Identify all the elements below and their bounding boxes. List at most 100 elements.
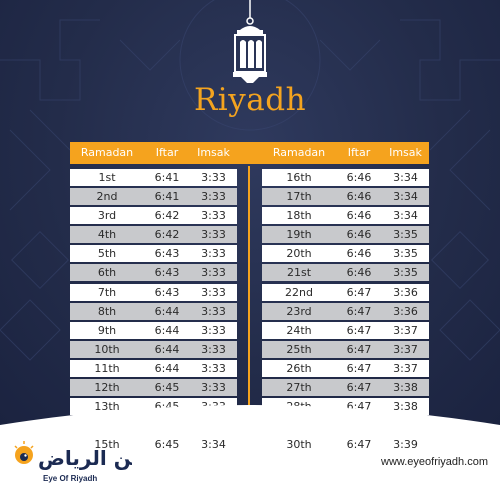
timetable: 1st 6:41 3:33 16th 6:46 3:34 2nd 6:41 3:33 17th 6:… — [70, 168, 429, 454]
left-cell-day: 1st — [98, 171, 116, 184]
right-cell-imsak: 3:35 — [393, 228, 418, 242]
left-cell-imsak: 3:33 — [201, 247, 226, 261]
left-row-cells: 3rd 6:42 3:33 — [70, 207, 237, 225]
right-cell-day: 20th — [286, 247, 312, 261]
right-row-cells: 27th 6:47 3:38 — [262, 379, 429, 397]
left-cell-day: 12th — [94, 381, 120, 395]
left-cell-day: 13th — [94, 400, 120, 414]
left-cell-iftar: 6:42 — [154, 209, 180, 223]
right-cell-iftar: 6:46 — [346, 266, 372, 280]
left-cell-imsak: 3:33 — [201, 361, 226, 375]
table-row: 5th 6:43 3:33 20th 6:46 3:35 — [70, 244, 429, 263]
left-row-cells: 15th 6:45 3:34 — [70, 436, 237, 454]
left-cell-iftar: 6:44 — [154, 323, 180, 337]
left-cell-day: 7th — [97, 285, 117, 299]
right-cell-day: 21st — [286, 266, 312, 280]
left-cell-imsak: 3:33 — [201, 266, 226, 280]
header-ramadan: Ramadan — [80, 146, 134, 159]
header-imsak-2: Imsak — [389, 146, 422, 159]
right-cell-iftar: 6:46 — [346, 247, 372, 261]
city-title: Riyadh — [193, 82, 307, 118]
table-row: 9th 6:44 3:33 24th 6:47 3:37 — [70, 321, 429, 340]
arabic-logo-text: عين الرياض — [38, 446, 132, 470]
left-cell-iftar: 6:44 — [154, 361, 180, 375]
website-link[interactable]: www.eyeofriyadh.com — [381, 456, 488, 468]
left-row-cells: 6th 6:43 3:33 — [70, 264, 237, 282]
left-cell-day: 11th — [94, 361, 120, 375]
header-imsak: Imsak — [197, 146, 230, 159]
right-row-cells: 18th 6:46 3:34 — [262, 207, 429, 225]
right-cell-iftar: 6:47 — [346, 381, 372, 395]
right-cell-iftar: 6:47 — [346, 438, 372, 452]
left-cell-iftar: 6:43 — [154, 247, 180, 261]
left-cell-day: 15th — [94, 438, 120, 452]
table-row: 11th 6:44 3:33 26th 6:47 3:37 — [70, 359, 429, 378]
right-cell-iftar: 6:46 — [346, 209, 372, 223]
left-cell-iftar: 6:44 — [154, 304, 180, 318]
table-row: 3rd 6:42 3:33 18th 6:46 3:34 — [70, 206, 429, 225]
table-row: 6th 6:43 3:33 21st 6:46 3:35 — [70, 263, 429, 282]
table-row: 7th 6:43 3:33 22nd 6:47 3:36 — [70, 283, 429, 302]
right-cell-day: 19th — [286, 228, 312, 242]
right-cell-imsak: 3:38 — [393, 400, 418, 414]
right-cell-iftar: 6:47 — [346, 361, 372, 375]
left-cell-iftar: 6:42 — [154, 228, 180, 242]
lantern-icon — [233, 0, 267, 83]
left-cell-iftar: 6:45 — [154, 438, 180, 452]
right-cell-imsak: 3:37 — [393, 342, 418, 356]
left-cell-imsak: 3:33 — [201, 209, 226, 223]
right-cell-iftar: 6:46 — [346, 190, 372, 204]
right-row-cells: 23rd 6:47 3:36 — [262, 302, 429, 320]
table-row: 4th 6:42 3:33 19th 6:46 3:35 — [70, 225, 429, 244]
right-cell-day: 22nd — [285, 285, 313, 299]
left-cell-day: 4th — [97, 228, 117, 242]
right-cell-iftar: 6:46 — [346, 171, 372, 184]
right-row-cells: 16th 6:46 3:34 — [262, 169, 429, 186]
left-row-cells: 8th 6:44 3:33 — [70, 302, 237, 320]
right-cell-iftar: 6:46 — [346, 228, 372, 242]
left-row-cells: 11th 6:44 3:33 — [70, 359, 237, 377]
left-cell-day: 9th — [97, 323, 117, 337]
left-cell-imsak: 3:33 — [201, 304, 226, 318]
right-cell-day: 17th — [286, 190, 312, 204]
bottom-wave — [0, 405, 500, 435]
left-cell-day: 8th — [97, 304, 117, 318]
left-cell-iftar: 6:45 — [154, 381, 180, 395]
table-row: 12th 6:45 3:33 27th 6:47 3:38 — [70, 378, 429, 397]
right-cell-imsak: 3:35 — [393, 247, 418, 261]
right-cell-imsak: 3:39 — [393, 438, 418, 452]
left-cell-imsak: 3:34 — [201, 438, 226, 452]
left-cell-imsak: 3:33 — [201, 323, 226, 337]
left-cell-day: 10th — [94, 342, 120, 356]
left-row-cells: 1st 6:41 3:33 — [70, 169, 237, 186]
right-cell-day: 24th — [286, 323, 312, 337]
right-cell-iftar: 6:47 — [346, 323, 372, 337]
table-row: 15th 6:45 3:34 30th 6:47 3:39 — [70, 435, 429, 454]
right-row-cells: 25th 6:47 3:37 — [262, 340, 429, 358]
geometric-pattern — [0, 0, 500, 361]
right-row-cells: 17th 6:46 3:34 — [262, 188, 429, 206]
left-cell-day: 3rd — [97, 209, 117, 223]
right-cell-imsak: 3:34 — [393, 171, 418, 184]
left-cell-iftar: 6:41 — [154, 171, 180, 184]
left-cell-imsak: 3:33 — [201, 171, 226, 184]
left-cell-day: 2nd — [96, 190, 118, 204]
left-row-cells: 5th 6:43 3:33 — [70, 245, 237, 263]
left-cell-imsak: 3:33 — [201, 381, 226, 395]
right-row-cells: 19th 6:46 3:35 — [262, 226, 429, 244]
header-iftar: Iftar — [155, 146, 179, 159]
right-cell-day: 23rd — [286, 304, 312, 318]
right-row-cells: 20th 6:46 3:35 — [262, 245, 429, 263]
left-row-cells: 4th 6:42 3:33 — [70, 226, 237, 244]
left-cell-iftar: 6:43 — [154, 266, 180, 280]
column-divider — [248, 166, 250, 414]
header-ramadan-2: Ramadan — [272, 146, 326, 159]
left-row-cells: 9th 6:44 3:33 — [70, 321, 237, 339]
right-cell-day: 25th — [286, 342, 312, 356]
right-row-cells: 21st 6:46 3:35 — [262, 264, 429, 282]
eye-logo-icon: عين الرياض — [14, 441, 132, 470]
table-header: Ramadan Iftar Imsak Ramadan Iftar Imsak — [70, 142, 429, 164]
right-cell-iftar: 6:47 — [346, 285, 372, 299]
right-cell-iftar: 6:47 — [346, 342, 372, 356]
left-cell-day: 6th — [97, 266, 117, 280]
